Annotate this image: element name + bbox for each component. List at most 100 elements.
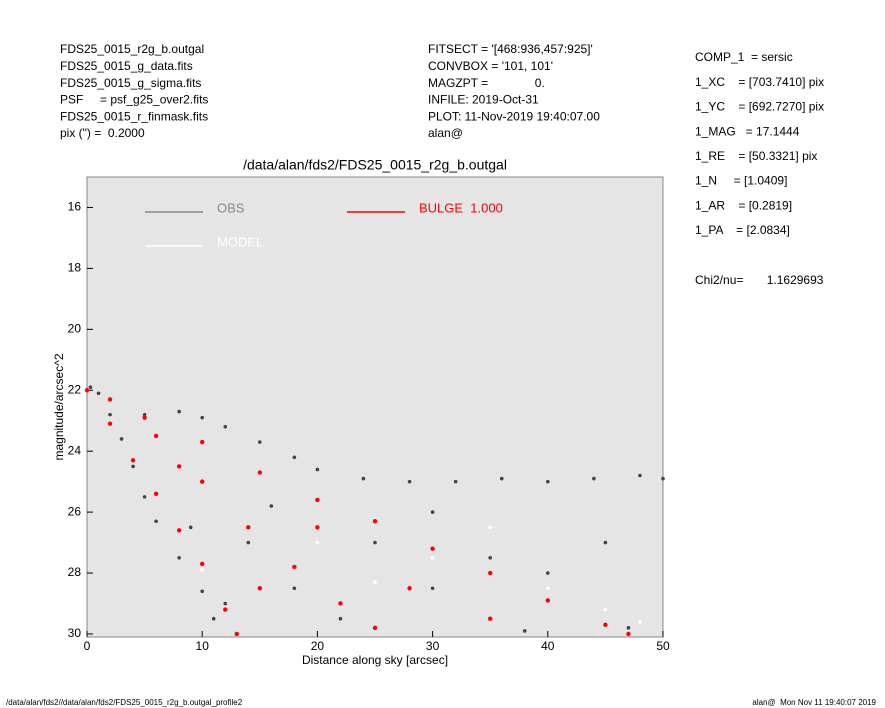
plot-area — [86, 176, 664, 638]
file-line: FDS25_0015_g_data.fits — [60, 59, 193, 73]
param-line: 1_MAG = 17.1444 — [695, 124, 800, 138]
y-tick-label: 28 — [68, 565, 82, 579]
point — [142, 495, 147, 499]
x-tick-label: 40 — [541, 639, 555, 653]
point — [142, 415, 147, 420]
point — [88, 385, 93, 389]
point — [96, 391, 101, 396]
point — [373, 540, 377, 545]
point — [453, 479, 458, 484]
y-tick-label: 22 — [68, 382, 82, 396]
legend-label: BULGE 1.000 — [419, 200, 503, 215]
point — [626, 631, 631, 637]
point — [177, 555, 181, 560]
point — [223, 607, 228, 612]
point — [338, 616, 343, 621]
param-line: 1_AR = [0.2819] — [695, 198, 792, 212]
x-tick-label: 10 — [196, 639, 210, 653]
point — [292, 455, 297, 460]
point — [488, 570, 493, 576]
point — [177, 409, 181, 414]
point — [257, 470, 262, 475]
x-tick-label: 20 — [311, 639, 325, 653]
footer-left: /data/alan/fds2//data/alan/fds2/FDS25_00… — [6, 698, 243, 707]
point — [488, 525, 493, 530]
point — [131, 464, 135, 469]
point — [488, 555, 493, 560]
point — [200, 568, 204, 572]
point — [430, 510, 435, 514]
y-tick-label: 26 — [68, 504, 82, 518]
point — [499, 476, 504, 481]
point — [546, 479, 550, 484]
point — [107, 397, 113, 402]
point — [661, 476, 665, 481]
y-tick-label: 16 — [68, 200, 82, 214]
param-line: 1_RE = [50.3321] pix — [695, 149, 817, 163]
point — [373, 580, 377, 584]
point — [338, 601, 343, 606]
y-axis-label: magnitude/arcsec^2 — [52, 353, 66, 460]
point — [315, 525, 320, 530]
file-line: pix (") = 0.2000 — [60, 126, 145, 140]
y-tick-label: 24 — [68, 443, 82, 457]
file-line: FDS25_0015_r2g_b.outgal — [60, 42, 204, 56]
point — [315, 497, 320, 503]
point — [176, 464, 182, 469]
point — [107, 421, 113, 426]
point — [430, 586, 435, 591]
info-line: FITSECT = '[468:936,457:925]' — [428, 42, 593, 56]
point — [407, 479, 412, 484]
point — [545, 598, 550, 603]
point — [119, 437, 124, 441]
point — [153, 491, 159, 497]
file-line: FDS25_0015_r_finmask.fits — [60, 109, 208, 123]
x-tick-label: 30 — [426, 639, 440, 653]
legend-label: MODEL — [217, 234, 263, 249]
point — [603, 540, 608, 545]
point — [234, 631, 239, 637]
point — [488, 616, 493, 621]
point — [372, 519, 378, 524]
point — [372, 625, 378, 631]
point — [638, 473, 642, 478]
point — [546, 571, 550, 575]
point — [257, 586, 262, 591]
y-tick-label: 30 — [68, 626, 82, 640]
point — [407, 586, 412, 591]
point — [258, 440, 262, 444]
point — [292, 564, 297, 570]
info-line: MAGZPT = 0. — [428, 76, 545, 90]
point — [130, 458, 136, 463]
y-tick-label: 20 — [68, 321, 82, 335]
point — [211, 616, 216, 621]
point — [269, 504, 274, 508]
info-line: INFILE: 2019-Oct-31 — [428, 93, 539, 107]
point — [522, 629, 527, 633]
point — [200, 479, 205, 484]
point — [108, 412, 112, 417]
file-line: FDS25_0015_g_sigma.fits — [60, 76, 201, 90]
point — [626, 626, 631, 630]
footer-right: alan@ Mon Nov 11 19:40:07 2019 — [752, 698, 876, 707]
point — [546, 586, 550, 591]
param-line: 1_PA = [2.0834] — [695, 223, 790, 237]
point — [246, 525, 251, 530]
point — [223, 425, 228, 429]
x-tick-label: 0 — [84, 639, 91, 653]
point — [603, 622, 608, 628]
chart-title: /data/alan/fds2/FDS25_0015_r2g_b.outgal — [243, 157, 507, 173]
file-line: PSF = psf_g25_over2.fits — [60, 93, 208, 107]
point — [200, 561, 205, 567]
point — [154, 519, 158, 524]
x-tick-label: 50 — [656, 639, 670, 653]
point — [315, 467, 320, 472]
x-axis-label: Distance along sky [arcsec] — [302, 653, 448, 667]
point — [200, 439, 205, 445]
point — [153, 433, 159, 439]
point — [603, 607, 608, 612]
point — [592, 476, 596, 481]
point — [223, 601, 228, 606]
y-tick-label: 18 — [68, 261, 82, 275]
